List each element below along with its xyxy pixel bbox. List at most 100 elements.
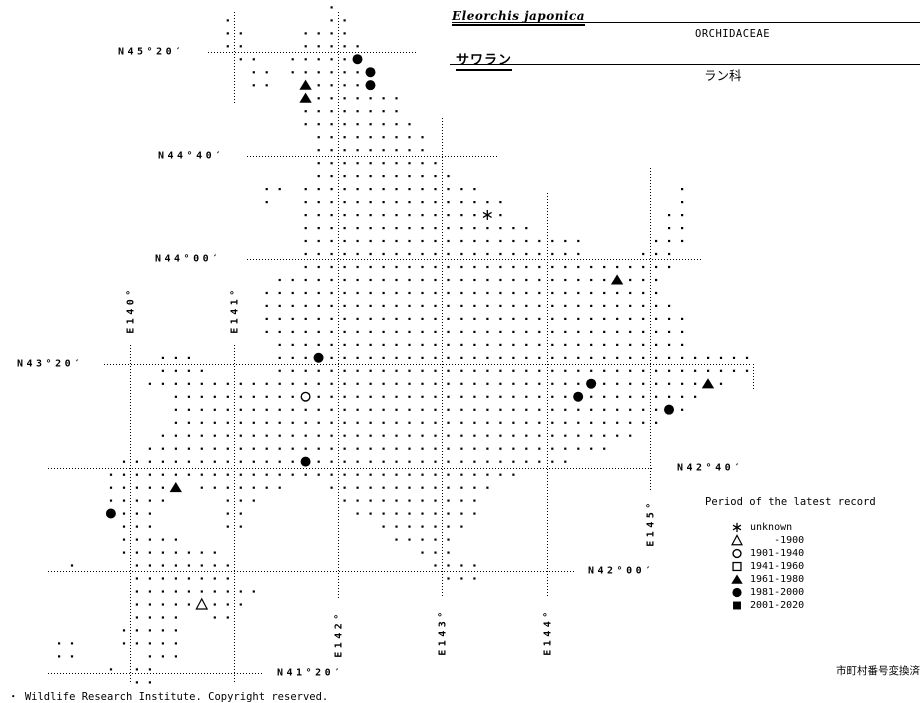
- mesh-cell-dot: [616, 382, 619, 385]
- mesh-cell-dot: [538, 278, 541, 282]
- mesh-cell-dot: [616, 369, 619, 372]
- mesh-cell-dot: [135, 668, 138, 671]
- record-symbol-filled-triangle: [299, 79, 312, 90]
- mesh-cell-dot: [213, 460, 216, 463]
- mesh-cell-dot: [538, 460, 541, 463]
- mesh-cell-dot: [239, 58, 242, 61]
- mesh-cell-dot: [486, 252, 489, 256]
- mesh-cell-dot: [551, 382, 554, 385]
- mesh-cell-dot: [460, 188, 463, 191]
- mesh-cell-dot: [265, 201, 268, 204]
- mesh-cell-dot: [213, 447, 216, 450]
- mesh-cell-dot: [434, 382, 437, 385]
- legend: unknown -1900 1901-1940 1941-1960 1961-1980…: [728, 521, 918, 616]
- mesh-cell-dot: [473, 473, 476, 476]
- mesh-cell-dot: [486, 395, 489, 398]
- mesh-cell-dot: [564, 304, 567, 307]
- mesh-cell-dot: [382, 201, 385, 204]
- mesh-cell-dot: [473, 304, 476, 307]
- mesh-cell-dot: [616, 291, 619, 295]
- mesh-cell-dot: [603, 343, 606, 346]
- mesh-cell-dot: [681, 214, 684, 217]
- mesh-cell-dot: [330, 123, 333, 126]
- mesh-cell-dot: [330, 421, 333, 424]
- mesh-cell-dot: [460, 369, 463, 372]
- mesh-cell-dot: [434, 369, 437, 372]
- mesh-cell-dot: [681, 227, 684, 230]
- mesh-cell-dot: [629, 408, 632, 411]
- mesh-cell-dot: [538, 395, 541, 398]
- mesh-cell-dot: [564, 408, 567, 411]
- mesh-cell-dot: [434, 499, 437, 502]
- mesh-cell-dot: [719, 382, 723, 385]
- mesh-cell-dot: [343, 45, 346, 48]
- mesh-cell-dot: [408, 214, 411, 217]
- mesh-cell-dot: [577, 252, 580, 256]
- mesh-cell-dot: [135, 486, 138, 489]
- mesh-cell-dot: [564, 265, 567, 269]
- mesh-cell-dot: [148, 642, 151, 645]
- mesh-cell-dot: [343, 499, 346, 502]
- mesh-cell-dot: [278, 486, 281, 489]
- mesh-cell-dot: [499, 239, 502, 243]
- legend-title: Period of the latest record: [705, 496, 876, 508]
- mesh-cell-dot: [382, 97, 385, 100]
- mesh-cell-dot: [187, 473, 190, 476]
- mesh-cell-dot: [395, 486, 398, 489]
- mesh-cell-dot: [187, 408, 190, 411]
- mesh-cell-dot: [330, 291, 333, 295]
- mesh-cell-dot: [356, 343, 359, 346]
- mesh-cell-dot: [642, 304, 645, 307]
- mesh-cell-dot: [291, 278, 294, 282]
- family-japanese-name: ラン科: [704, 68, 742, 83]
- mesh-cell-dot: [447, 201, 450, 204]
- mesh-cell-dot: [447, 395, 450, 398]
- record-symbol-filled-triangle: [701, 378, 715, 389]
- mesh-cell-dot: [408, 175, 411, 178]
- mesh-cell-dot: [330, 304, 333, 307]
- mesh-cell-dot: [252, 84, 255, 87]
- mesh-cell-dot: [161, 564, 164, 567]
- mesh-cell-dot: [395, 356, 398, 359]
- mesh-cell-dot: [408, 317, 411, 320]
- mesh-cell-dot: [291, 356, 294, 359]
- mesh-cell-dot: [343, 32, 346, 35]
- mesh-cell-dot: [525, 434, 528, 437]
- mesh-cell-dot: [356, 460, 359, 463]
- mesh-cell-dot: [161, 603, 164, 606]
- mesh-cell-dot: [564, 460, 567, 463]
- mesh-cell-dot: [538, 408, 541, 411]
- mesh-cell-dot: [148, 525, 151, 528]
- mesh-cell-dot: [447, 252, 450, 256]
- mesh-cell-dot: [226, 525, 229, 528]
- mesh-cell-dot: [473, 343, 476, 346]
- mesh-cell-dot: [304, 239, 307, 243]
- mesh-cell-dot: [291, 460, 294, 463]
- mesh-cell-dot: [317, 278, 320, 282]
- mesh-cell-dot: [395, 201, 398, 204]
- mesh-cell-dot: [369, 330, 372, 333]
- mesh-cell-dot: [382, 486, 385, 489]
- mesh-cell-dot: [317, 136, 320, 139]
- mesh-cell-dot: [356, 499, 359, 502]
- mesh-cell-dot: [161, 499, 164, 502]
- record-symbol-filled-circle: [365, 80, 376, 91]
- mesh-cell-dot: [655, 265, 658, 269]
- mesh-cell-dot: [187, 551, 190, 554]
- mesh-cell-dot: [564, 434, 567, 437]
- mesh-cell-dot: [512, 278, 515, 282]
- mesh-cell-dot: [304, 434, 307, 437]
- longitude-label: E143°: [437, 608, 449, 656]
- mesh-cell-dot: [551, 395, 554, 398]
- mesh-cell-dot: [486, 473, 489, 476]
- mesh-cell-dot: [382, 460, 385, 463]
- mesh-cell-dot: [369, 421, 372, 424]
- mesh-cell-dot: [577, 317, 580, 320]
- mesh-cell-dot: [564, 421, 567, 424]
- mesh-cell-dot: [226, 460, 229, 463]
- mesh-cell-dot: [525, 447, 528, 450]
- mesh-cell-dot: [369, 214, 372, 217]
- mesh-cell-dot: [382, 473, 385, 476]
- mesh-cell-dot: [226, 382, 229, 385]
- mesh-cell-dot: [395, 343, 398, 346]
